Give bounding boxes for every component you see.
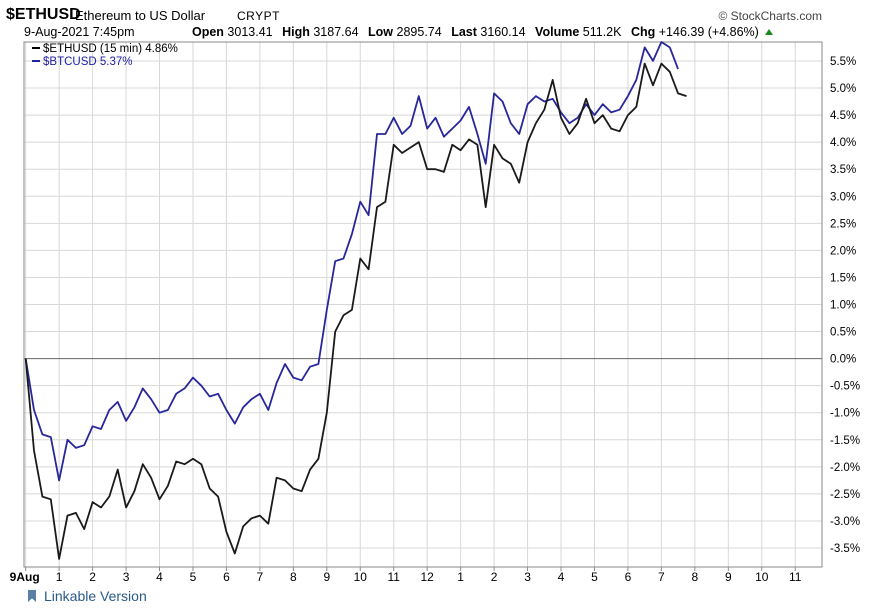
x-tick-label-4: 4 bbox=[156, 570, 163, 584]
x-tick-label-14: 2 bbox=[491, 570, 498, 584]
series-line-ethusd bbox=[24, 62, 687, 560]
legend-btc-label: $BTCUSD 5.37% bbox=[43, 56, 133, 68]
y-tick-label-14: -1.5% bbox=[830, 435, 860, 447]
x-tick-label-17: 5 bbox=[591, 570, 598, 584]
high-label: High bbox=[282, 25, 310, 39]
y-tick-label-4: 3.5% bbox=[830, 164, 856, 176]
x-tick-label-19: 7 bbox=[658, 570, 665, 584]
y-tick-label-15: -2.0% bbox=[830, 462, 860, 474]
y-tick-label-0: 5.5% bbox=[830, 56, 856, 68]
symbol-title: $ETHUSD bbox=[6, 6, 81, 23]
y-tick-label-13: -1.0% bbox=[830, 408, 860, 420]
volume-label: Volume bbox=[535, 25, 580, 39]
low-value: 2895.74 bbox=[396, 25, 442, 39]
up-arrow-icon bbox=[765, 29, 774, 35]
x-tick-label-5: 5 bbox=[190, 570, 197, 584]
bookmark-icon bbox=[28, 590, 36, 602]
x-tick-label-15: 3 bbox=[524, 570, 531, 584]
x-tick-label-20: 8 bbox=[692, 570, 699, 584]
x-tick-label-21: 9 bbox=[725, 570, 732, 584]
legend-btc-swatch bbox=[32, 60, 40, 62]
x-tick-label-11: 11 bbox=[387, 570, 400, 584]
volume-value: 511.2K bbox=[582, 25, 622, 39]
plot-frame bbox=[23, 41, 823, 568]
brand-label: © StockCharts.com bbox=[718, 9, 822, 23]
symbol-name: Ethereum to US Dollar bbox=[75, 8, 206, 23]
y-tick-label-1: 5.0% bbox=[830, 83, 856, 95]
x-tick-label-13: 1 bbox=[457, 570, 464, 584]
x-tick-label-2: 2 bbox=[89, 570, 96, 584]
y-tick-label-9: 1.0% bbox=[830, 300, 856, 312]
x-tick-label-6: 6 bbox=[223, 570, 230, 584]
y-tick-label-2: 4.5% bbox=[830, 110, 856, 122]
x-tick-label-9: 9 bbox=[323, 570, 330, 584]
x-tick-label-23: 11 bbox=[789, 570, 802, 584]
y-tick-label-3: 4.0% bbox=[830, 137, 856, 149]
chg-value: +146.39 (+4.86%) bbox=[658, 25, 759, 39]
y-tick-label-8: 1.5% bbox=[830, 272, 856, 284]
open-value: 3013.41 bbox=[227, 25, 273, 39]
low-label: Low bbox=[368, 25, 394, 39]
linkable-version-label: Linkable Version bbox=[44, 588, 147, 604]
exchange-label: CRYPT bbox=[237, 9, 280, 23]
legend-eth-swatch bbox=[32, 47, 40, 49]
high-value: 3187.64 bbox=[313, 25, 359, 39]
chg-label: Chg bbox=[630, 25, 656, 39]
x-tick-label-7: 7 bbox=[257, 570, 264, 584]
y-tick-label-12: -0.5% bbox=[830, 381, 860, 393]
x-tick-label-3: 3 bbox=[123, 570, 130, 584]
x-tick-label-16: 4 bbox=[558, 570, 565, 584]
y-tick-label-18: -3.5% bbox=[830, 543, 860, 555]
x-tick-label-8: 8 bbox=[290, 570, 297, 584]
series-line-btcusd bbox=[24, 41, 679, 482]
x-tick-label-12: 12 bbox=[421, 570, 435, 584]
open-label: Open bbox=[191, 25, 224, 39]
x-tick-label-1: 1 bbox=[56, 570, 63, 584]
x-tick-label-18: 6 bbox=[625, 570, 632, 584]
y-tick-label-6: 2.5% bbox=[830, 218, 856, 230]
y-tick-label-7: 2.0% bbox=[830, 245, 856, 257]
y-tick-label-10: 0.5% bbox=[830, 327, 856, 339]
y-tick-label-11: 0.0% bbox=[830, 354, 856, 366]
y-tick-label-5: 3.0% bbox=[830, 191, 856, 203]
legend-eth-label: $ETHUSD (15 min) 4.86% bbox=[43, 43, 178, 55]
x-tick-label-22: 10 bbox=[755, 570, 769, 584]
quote-info-line: 9-Aug-2021 7:45pm Open 3013.41 High 3187… bbox=[24, 25, 774, 39]
x-tick-label-0: 9Aug bbox=[10, 570, 40, 584]
last-label: Last bbox=[451, 25, 477, 39]
linkable-version-link[interactable]: Linkable Version bbox=[28, 588, 147, 604]
x-tick-label-10: 10 bbox=[354, 570, 368, 584]
date-label: 9-Aug-2021 7:45pm bbox=[24, 25, 135, 39]
legend-eth: $ETHUSD (15 min) 4.86% bbox=[32, 43, 178, 55]
last-value: 3160.14 bbox=[480, 25, 526, 39]
y-tick-label-17: -3.0% bbox=[830, 516, 860, 528]
y-tick-label-16: -2.5% bbox=[830, 489, 860, 501]
legend-btc: $BTCUSD 5.37% bbox=[32, 56, 132, 68]
